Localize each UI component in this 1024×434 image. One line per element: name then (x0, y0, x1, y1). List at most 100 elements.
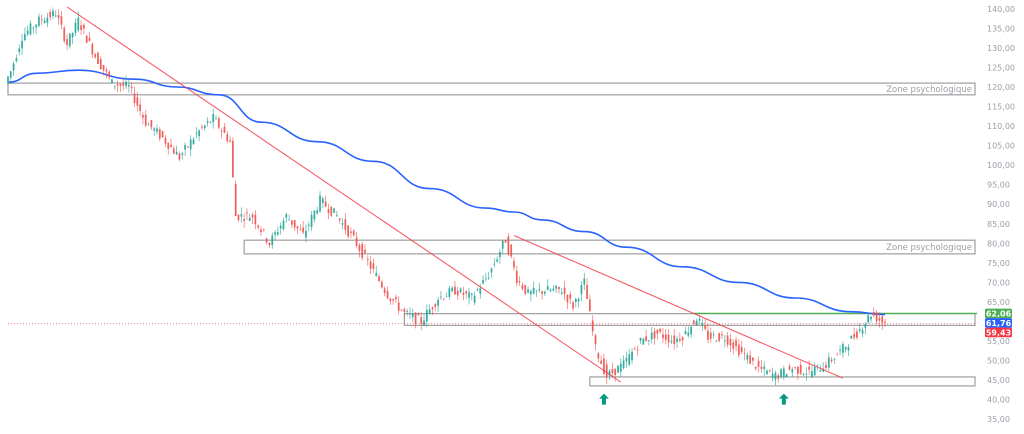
candle-body (29, 23, 32, 35)
candle-body (763, 366, 766, 370)
candle-body (529, 291, 532, 295)
candle-body (701, 322, 704, 326)
candle-body (77, 17, 80, 31)
candle-body (808, 366, 811, 370)
candle-body (276, 232, 279, 235)
candle-body (768, 370, 771, 372)
candle-body (670, 340, 673, 343)
candle-body (709, 332, 712, 339)
candle-body (535, 290, 538, 292)
candle-body (164, 137, 167, 144)
candle-body (330, 206, 333, 216)
candle-body (392, 299, 395, 301)
candle-body (257, 225, 260, 228)
candle-body (335, 215, 338, 217)
price-tick-label: 140,00 (987, 5, 1015, 14)
candle-body (836, 354, 839, 356)
candle-body (35, 24, 38, 28)
candle-body (760, 366, 763, 369)
candle-body (549, 289, 552, 292)
candle-body (437, 299, 439, 306)
candle-body (870, 316, 872, 320)
candle-body (445, 296, 448, 298)
candle-body (830, 359, 833, 362)
price-tick-label: 100,00 (987, 161, 1015, 170)
candle-body (583, 278, 586, 285)
candle-body (841, 344, 844, 353)
candle-body (23, 34, 26, 41)
candle-body (752, 357, 754, 361)
price-tick-label: 85,00 (987, 220, 1010, 229)
candle-body (406, 311, 409, 312)
candle-body (82, 24, 85, 29)
candle-body (726, 335, 729, 345)
candle-body (288, 219, 291, 221)
candle-body (625, 358, 628, 362)
candle-body (246, 212, 248, 214)
candle-body (650, 332, 653, 340)
candle-body (341, 223, 344, 225)
price-tick-label: 135,00 (987, 24, 1015, 33)
trendline (66, 6, 622, 383)
moving-average-layer (7, 69, 886, 316)
candle-body (136, 97, 139, 106)
price-tick-label: 35,00 (987, 415, 1010, 424)
candle-body (102, 65, 105, 71)
candle-body (577, 298, 580, 302)
candle-body (327, 209, 330, 214)
candle-body (147, 124, 150, 126)
candle-body (260, 229, 262, 233)
arrow-up-icon (598, 393, 609, 405)
candle-body (358, 245, 361, 252)
candle-body (440, 296, 442, 298)
candle-body (718, 333, 721, 341)
candle-body (560, 292, 563, 294)
candle-body (538, 289, 541, 291)
candle-body (853, 334, 856, 338)
zones-layer: Zone psychologique Zone psychologique (7, 82, 976, 387)
candle-body (591, 320, 594, 332)
candle-body (737, 344, 740, 356)
candle-body (63, 27, 66, 42)
candle-body (26, 30, 29, 35)
candle-body (125, 81, 127, 87)
candle-body (251, 214, 254, 218)
candle-body (119, 84, 122, 86)
candle-body (409, 313, 411, 315)
candle-body (209, 122, 212, 123)
candle-body (805, 373, 808, 375)
candle-body (513, 261, 515, 268)
candle-body (111, 79, 113, 83)
candle-body (569, 294, 572, 299)
candle-body (428, 309, 431, 314)
candle-body (7, 76, 9, 84)
candle-body (52, 10, 54, 16)
candle-body (133, 93, 136, 104)
candle-body (442, 298, 445, 300)
candle-body (43, 20, 46, 23)
candle-body (321, 198, 324, 203)
candle-body (344, 219, 347, 230)
candle-body (201, 126, 203, 128)
candle-body (139, 104, 142, 112)
candle-body (403, 308, 406, 313)
candle-body (861, 329, 864, 334)
candle-body (302, 227, 305, 233)
price-axis[interactable]: 140,00 135,00 130,00 125,00 120,00 115,00 110,… (987, 5, 1015, 424)
candle-body (642, 338, 645, 345)
candle-body (524, 285, 527, 294)
candle-body (274, 232, 276, 235)
candle-body (645, 336, 648, 341)
candle-body (15, 58, 18, 61)
candle-body (698, 318, 701, 321)
candle-body (827, 357, 830, 368)
candle-body (872, 311, 875, 316)
candle-body (858, 329, 861, 331)
price-tick-label: 105,00 (987, 142, 1015, 151)
candle-body (864, 323, 867, 328)
candle-body (712, 334, 715, 336)
candle-body (40, 19, 43, 21)
candle-body (794, 367, 796, 369)
price-badge-label: 61,76 (986, 319, 1012, 328)
